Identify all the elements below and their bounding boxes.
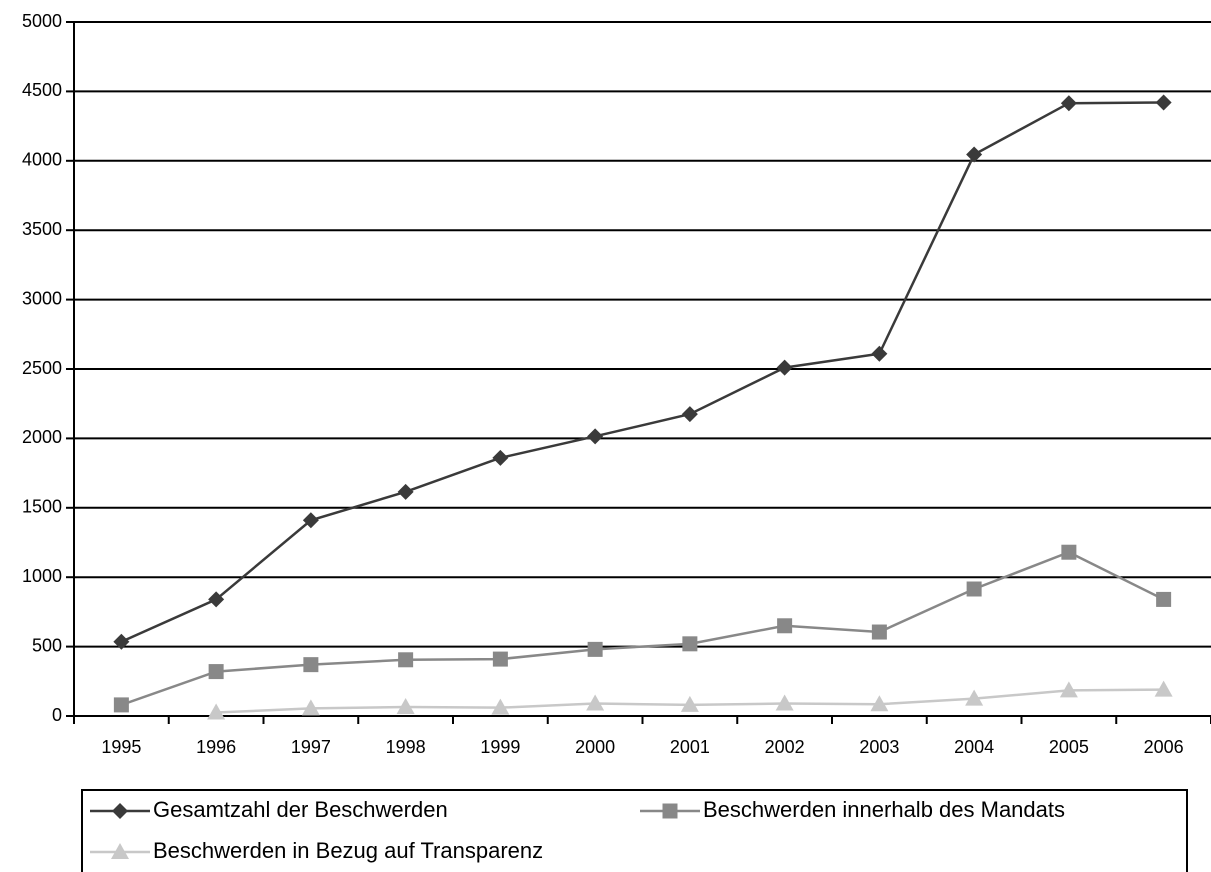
x-tick-label: 2003 xyxy=(859,737,899,757)
y-tick-label: 2000 xyxy=(22,427,62,447)
marker xyxy=(208,591,225,608)
marker xyxy=(587,428,604,445)
marker xyxy=(871,345,888,362)
marker xyxy=(777,618,793,634)
legend-label: Beschwerden innerhalb des Mandats xyxy=(703,797,1065,822)
marker xyxy=(492,449,509,466)
legend-label: Gesamtzahl der Beschwerden xyxy=(153,797,448,822)
legend-marker xyxy=(662,803,678,819)
x-tick-label: 2005 xyxy=(1049,737,1089,757)
marker xyxy=(396,697,415,714)
y-tick-label: 5000 xyxy=(22,11,62,31)
marker xyxy=(682,636,698,652)
series-line xyxy=(120,101,1164,643)
marker xyxy=(491,698,510,715)
marker xyxy=(303,657,319,673)
x-tick-label: 2006 xyxy=(1144,737,1184,757)
marker xyxy=(870,695,889,712)
legend-marker xyxy=(111,843,129,859)
marker xyxy=(966,146,983,163)
x-tick-label: 2002 xyxy=(765,737,805,757)
y-tick-label: 1500 xyxy=(22,497,62,517)
marker xyxy=(1061,544,1077,560)
x-tick-label: 2004 xyxy=(954,737,994,757)
y-tick-label: 3000 xyxy=(22,288,62,308)
x-tick-label: 1999 xyxy=(480,737,520,757)
marker xyxy=(208,664,224,680)
marker xyxy=(586,694,605,711)
y-tick-label: 1000 xyxy=(22,566,62,586)
legend-marker xyxy=(112,803,128,819)
y-tick-label: 0 xyxy=(52,705,62,725)
series-line xyxy=(120,550,1165,707)
marker xyxy=(966,581,982,597)
marker xyxy=(680,695,699,712)
marker xyxy=(775,694,794,711)
marker xyxy=(587,641,603,657)
marker xyxy=(1156,591,1172,607)
marker xyxy=(492,651,508,667)
y-tick-label: 500 xyxy=(32,635,62,655)
x-tick-label: 1995 xyxy=(101,737,141,757)
marker xyxy=(681,406,698,423)
marker xyxy=(207,703,226,720)
marker xyxy=(113,697,129,713)
legend-label: Beschwerden in Bezug auf Transparenz xyxy=(153,838,543,863)
y-tick-label: 3500 xyxy=(22,219,62,239)
marker xyxy=(1059,681,1078,698)
x-tick-label: 1997 xyxy=(291,737,331,757)
marker xyxy=(397,483,414,500)
x-tick-label: 2001 xyxy=(670,737,710,757)
marker xyxy=(1155,94,1172,111)
marker xyxy=(965,689,984,706)
marker xyxy=(1060,95,1077,112)
marker xyxy=(113,633,130,650)
y-tick-label: 4000 xyxy=(22,150,62,170)
legend: Gesamtzahl der Beschwerden Beschwerden in… xyxy=(81,789,1188,872)
marker xyxy=(1154,680,1173,697)
x-tick-label: 2000 xyxy=(575,737,615,757)
marker xyxy=(301,699,320,716)
y-tick-label: 4500 xyxy=(22,80,62,100)
x-tick-label: 1996 xyxy=(196,737,236,757)
marker xyxy=(302,512,319,529)
x-tick-label: 1998 xyxy=(386,737,426,757)
marker xyxy=(398,652,414,668)
legend-box xyxy=(81,789,1188,872)
marker xyxy=(871,624,887,640)
marker xyxy=(776,359,793,376)
y-tick-label: 2500 xyxy=(22,358,62,378)
